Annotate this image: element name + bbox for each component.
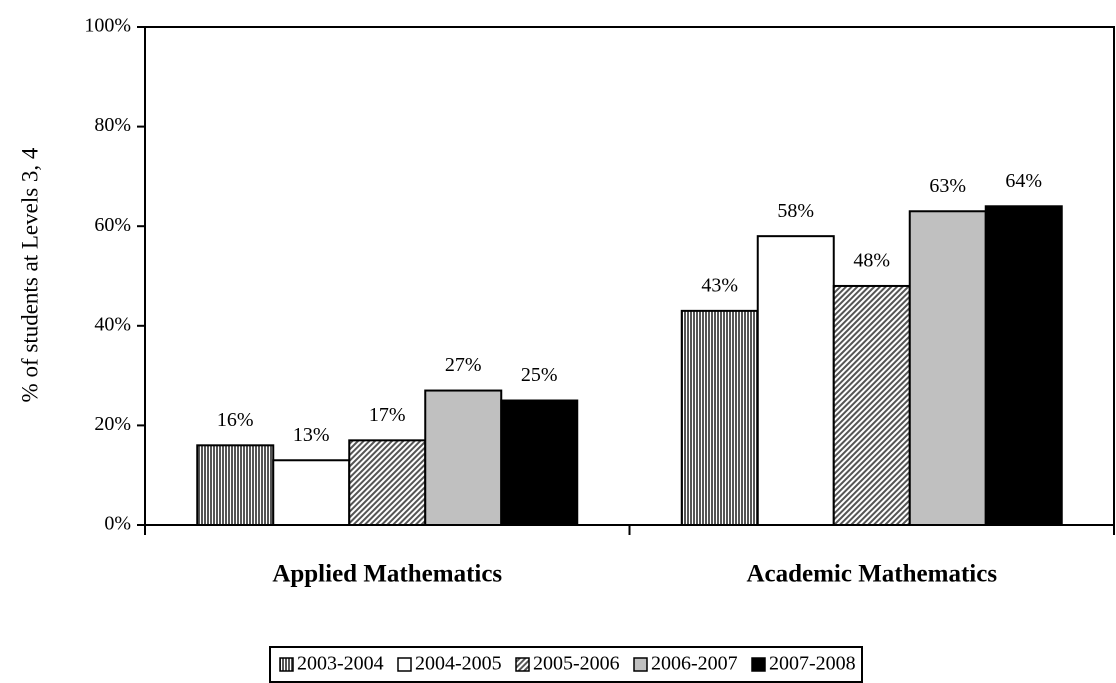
y-tick-label: 60%: [94, 214, 131, 236]
data-label: 43%: [701, 274, 738, 296]
bar: [756, 235, 835, 526]
data-label: 17%: [369, 404, 406, 426]
legend-label: 2003-2004: [297, 653, 384, 675]
legend-label: 2006-2007: [651, 653, 738, 675]
bar: [984, 205, 1063, 526]
bar: [680, 309, 759, 526]
legend-label: 2005-2006: [533, 653, 620, 675]
legend-swatch: [397, 657, 412, 672]
legend-label: 2007-2008: [769, 653, 856, 675]
data-label: 16%: [217, 409, 254, 431]
legend-swatch: [515, 657, 530, 672]
data-label: 25%: [521, 364, 558, 386]
y-tick-label: 20%: [94, 413, 131, 435]
y-tick-label: 100%: [84, 15, 131, 37]
data-label: 58%: [777, 200, 814, 222]
legend-swatch: [279, 657, 294, 672]
bar: [348, 439, 427, 526]
y-tick-label: 40%: [94, 313, 131, 335]
bar: [272, 459, 351, 527]
bar: [832, 284, 911, 526]
x-tick-label: Academic Mathematics: [746, 561, 997, 588]
data-label: 63%: [929, 175, 966, 197]
y-axis-label: % of students at Levels 3, 4: [17, 147, 42, 402]
legend-swatch: [751, 657, 766, 672]
bar: [908, 210, 987, 526]
x-tick-label: Applied Mathematics: [272, 561, 502, 588]
y-tick-label: 0%: [104, 513, 131, 535]
bar: [424, 389, 503, 527]
legend-swatch: [633, 657, 648, 672]
y-tick-label: 80%: [94, 114, 131, 136]
data-label: 27%: [445, 354, 482, 376]
data-label: 48%: [853, 250, 890, 272]
bar: [500, 399, 579, 526]
data-label: 13%: [293, 424, 330, 446]
data-label: 64%: [1005, 170, 1042, 192]
legend-label: 2004-2005: [415, 653, 502, 675]
bar: [196, 444, 275, 527]
